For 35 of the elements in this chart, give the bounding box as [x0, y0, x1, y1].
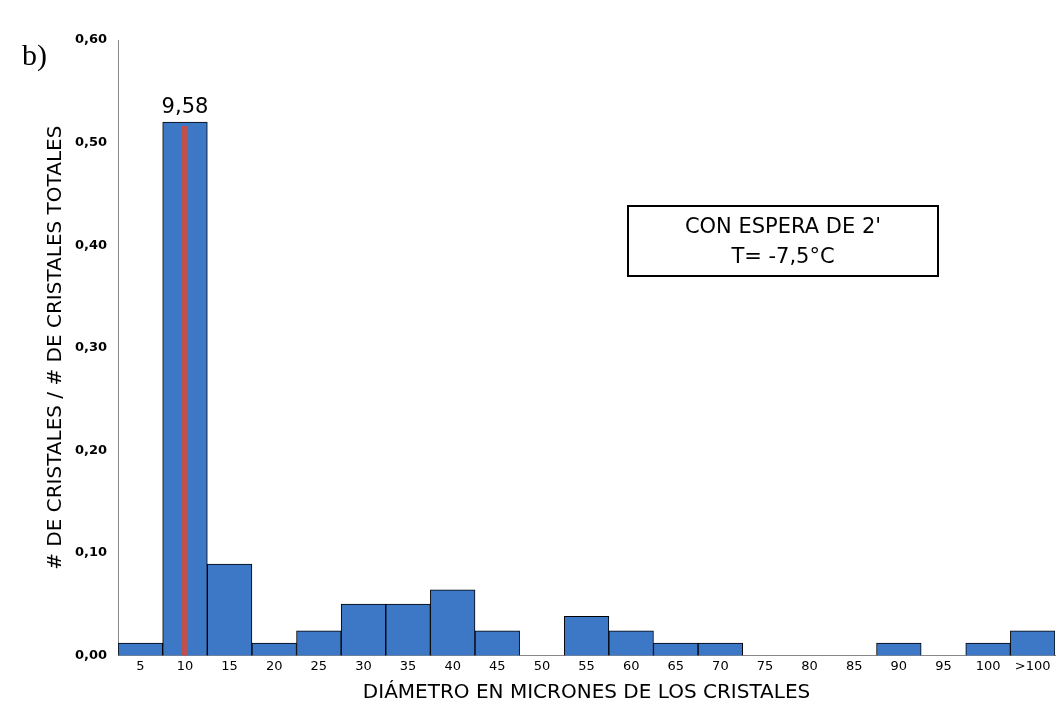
x-tick-label: 20 [265, 657, 283, 673]
x-tick-label: 55 [578, 657, 595, 673]
annotation: T= -7,5°C [730, 243, 836, 270]
x-tick-label: 75 [756, 657, 774, 673]
chart-title: b) [22, 38, 47, 72]
y-tick-label: 0,50 [75, 133, 108, 149]
x-tick-label: 90 [890, 657, 908, 673]
x-tick-label: 80 [801, 657, 818, 673]
x-tick-label: 40 [444, 657, 461, 673]
x-tick-label: 35 [399, 657, 417, 673]
x-tick-label: 25 [310, 657, 328, 673]
x-tick-label: 100 [975, 657, 1001, 673]
y-tick-label: 0,40 [75, 236, 108, 252]
x-tick-label: 10 [176, 657, 194, 673]
x-tick-label: 15 [221, 657, 238, 673]
x-tick-label: 45 [489, 657, 506, 673]
annotation: CON ESPERA DE 2' [683, 213, 883, 240]
x-tick-label: 85 [845, 657, 863, 673]
text-box: CON ESPERA DE 2' T= -7,5°C [627, 205, 939, 277]
ref-line-label: 9,58 [161, 94, 209, 119]
x-tick-label: >100 [1014, 657, 1051, 673]
x-tick-label: 70 [712, 657, 729, 673]
y-tick-label: 0,20 [75, 441, 108, 457]
x-tick-label: 30 [355, 657, 372, 673]
x-tick-label: 50 [533, 657, 551, 673]
y-tick-label: 0,30 [75, 339, 108, 355]
x-tick-label: 65 [667, 657, 685, 673]
x-tick-label: 60 [622, 657, 640, 673]
y-tick-label: 0,60 [75, 31, 108, 47]
y-tick-label: 0,00 [75, 646, 108, 662]
x-axis-title: DIÁMETRO EN MICRONES DE LOS CRISTALES [362, 679, 811, 704]
y-axis-title: # DE CRISTALES / # DE CRISTALES TOTALES [42, 125, 67, 570]
y-tick-label: 0,10 [75, 544, 108, 560]
x-tick-label: 5 [136, 657, 145, 673]
x-tick-label: 95 [935, 657, 952, 673]
